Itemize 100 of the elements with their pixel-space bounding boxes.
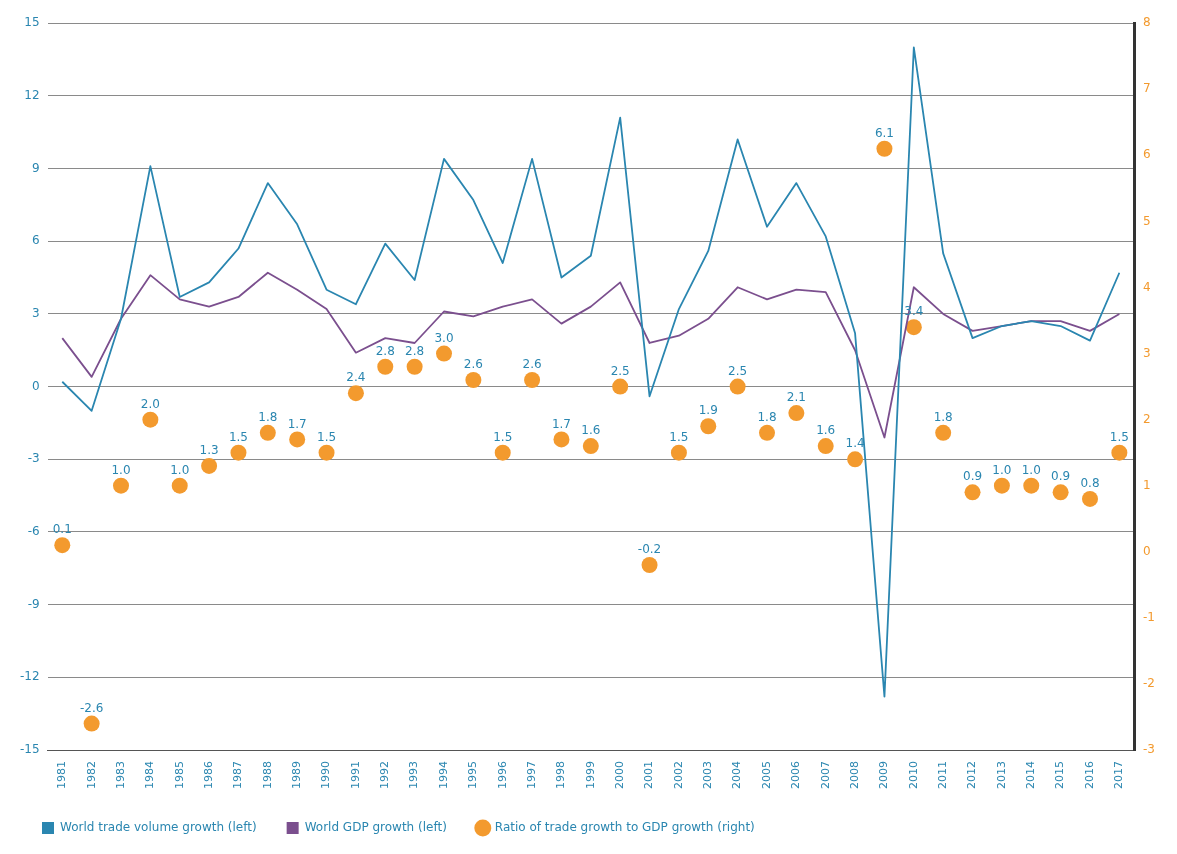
point <box>935 424 952 441</box>
y2-tick-label: 6 <box>1143 147 1151 162</box>
x-tick-label: 2013 <box>994 761 1008 790</box>
data-label: -2.6 <box>79 700 104 715</box>
x-tick-label: 1983 <box>113 761 127 790</box>
x-tick-label: 2014 <box>1024 761 1038 790</box>
y-tick-label: -9 <box>27 596 40 611</box>
data-label: 1.6 <box>816 423 836 438</box>
data-label: 6.1 <box>874 125 894 140</box>
legend-label: World GDP growth (left) <box>304 820 447 835</box>
point <box>759 424 775 441</box>
y2-tick-label: 8 <box>1143 15 1151 30</box>
x-tick-label: 1986 <box>201 761 215 790</box>
x-tick-label: 2015 <box>1053 761 1067 790</box>
point <box>700 418 717 435</box>
point <box>406 358 423 375</box>
data-label: 2.1 <box>786 390 806 405</box>
data-label: 1.5 <box>669 429 689 444</box>
point <box>612 378 629 395</box>
y-tick-label: -3 <box>27 451 40 466</box>
point <box>876 140 893 157</box>
x-tick-label: 1992 <box>378 761 392 790</box>
legend-label: Ratio of trade growth to GDP growth (right) <box>494 820 755 835</box>
point <box>1111 444 1128 461</box>
x-tick-label: 2008 <box>847 761 861 790</box>
point <box>289 431 306 448</box>
y2-tick-label: -3 <box>1143 742 1155 757</box>
x-tick-label: 1999 <box>583 761 597 790</box>
point <box>318 444 335 461</box>
point <box>729 378 746 395</box>
y-tick-label: 9 <box>31 160 40 175</box>
point <box>905 319 922 336</box>
data-label: 1.5 <box>317 429 337 444</box>
point <box>201 457 218 474</box>
x-tick-label: 2002 <box>671 761 685 790</box>
x-tick-label: 1998 <box>554 761 568 790</box>
data-label: 2.5 <box>610 363 630 378</box>
data-label: 1.9 <box>698 403 718 418</box>
point <box>436 345 452 362</box>
x-tick-label: 2004 <box>730 761 744 790</box>
x-tick-label: 2011 <box>936 761 950 790</box>
point <box>964 484 981 501</box>
data-label: 3.0 <box>434 330 454 345</box>
y2-tick-label: 2 <box>1143 411 1151 426</box>
data-label: 0.8 <box>1080 476 1100 491</box>
data-label: 1.8 <box>933 409 953 424</box>
x-tick-label: 2001 <box>642 761 656 790</box>
point <box>1052 484 1069 501</box>
point <box>465 372 482 388</box>
x-tick-label: 1981 <box>55 761 69 790</box>
data-label: 1.3 <box>199 443 219 458</box>
x-tick-label: 1991 <box>348 761 362 790</box>
data-label: 1.0 <box>111 462 131 477</box>
legend-label: World trade volume growth (left) <box>60 820 257 835</box>
data-label: 2.8 <box>405 343 425 358</box>
data-label: 1.7 <box>551 416 571 431</box>
data-label: 1.5 <box>228 429 249 444</box>
x-tick-label: 1995 <box>466 761 480 790</box>
y2-tick-label: -1 <box>1143 609 1155 624</box>
data-label: 0.9 <box>1051 469 1071 484</box>
point <box>494 444 511 461</box>
data-label: 2.6 <box>522 357 542 372</box>
x-tick-label: 2010 <box>906 761 920 790</box>
y-tick-label: 6 <box>31 233 40 248</box>
x-tick-label: 2005 <box>759 761 773 790</box>
point <box>142 411 159 428</box>
data-label: -0.2 <box>637 542 662 557</box>
data-label: 2.8 <box>375 343 395 358</box>
data-label: 2.0 <box>140 396 160 411</box>
point <box>377 358 394 375</box>
data-label: 1.6 <box>581 423 601 438</box>
point <box>1081 490 1098 507</box>
x-tick-label: 2016 <box>1082 761 1096 790</box>
point <box>847 451 864 468</box>
data-label: 1.5 <box>1109 429 1129 444</box>
x-tick-label: 2000 <box>613 761 627 790</box>
data-label: 1.7 <box>287 416 307 431</box>
x-tick-label: 1988 <box>260 761 274 790</box>
point <box>553 431 570 448</box>
x-tick-label: 2017 <box>1112 761 1126 790</box>
point <box>347 385 364 402</box>
point <box>259 424 276 441</box>
y2-tick-label: -2 <box>1143 676 1155 691</box>
y-tick-label: 15 <box>24 15 40 30</box>
x-tick-label: 1984 <box>143 761 157 790</box>
point <box>582 438 599 455</box>
x-tick-label: 2006 <box>789 761 803 790</box>
point <box>670 444 687 461</box>
x-tick-label: 1982 <box>84 761 98 790</box>
y-tick-label: 12 <box>24 88 40 103</box>
x-tick-label: 1996 <box>495 761 509 790</box>
x-tick-label: 2007 <box>818 761 832 790</box>
point <box>641 557 658 573</box>
point <box>54 537 71 554</box>
point <box>788 405 805 422</box>
x-tick-label: 1987 <box>231 761 245 790</box>
y-tick-label: -15 <box>19 742 40 757</box>
x-tick-label: 2012 <box>965 761 979 790</box>
point <box>817 438 834 455</box>
data-label: 2.5 <box>728 363 748 378</box>
